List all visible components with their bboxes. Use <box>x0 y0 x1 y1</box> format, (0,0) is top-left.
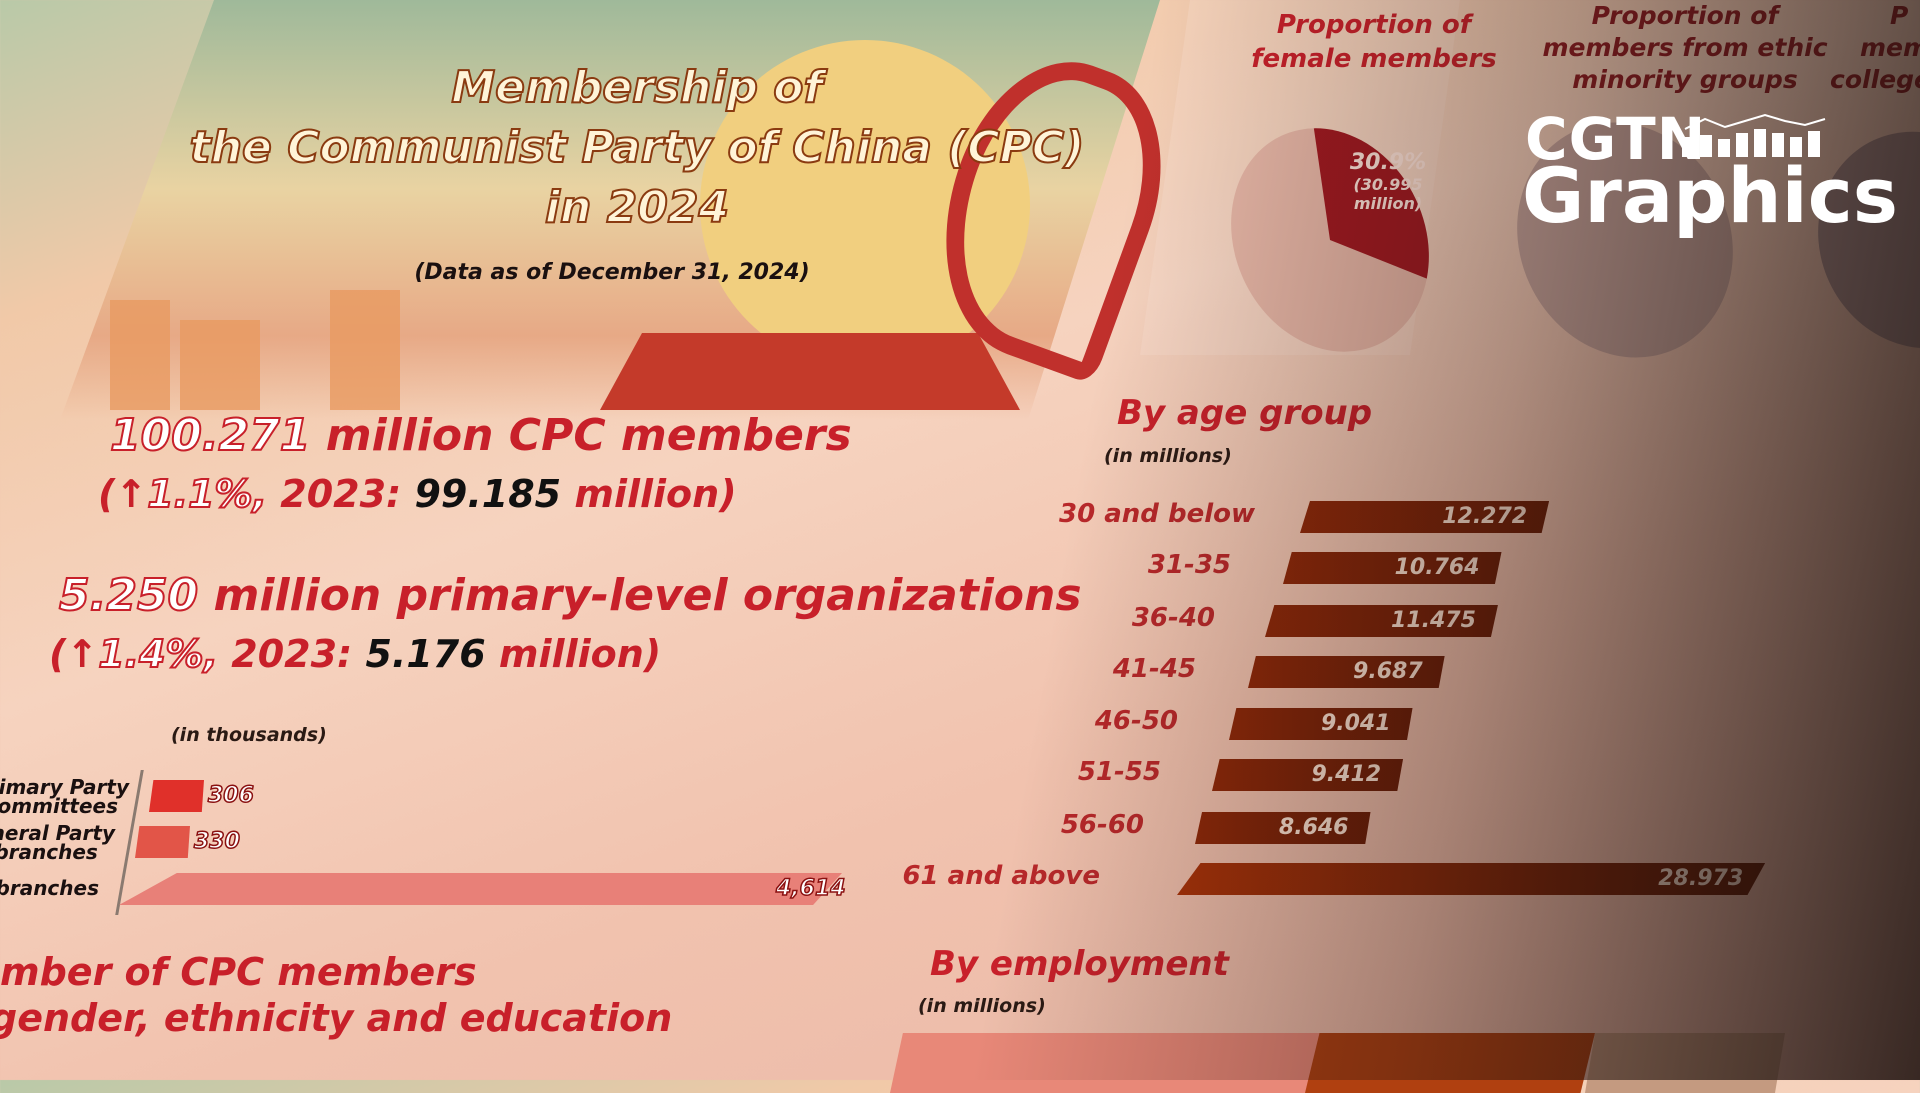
age-bar: 9.687 <box>1248 656 1445 688</box>
org-category-line: y branches <box>0 876 99 900</box>
section-gender-line-1: mber of CPC members <box>0 950 477 994</box>
members-text: million CPC members <box>325 410 852 461</box>
building <box>110 300 170 410</box>
org-value-label: 4,614 <box>775 875 846 902</box>
members-headline: 100.271 million CPC members <box>109 409 852 462</box>
age-category-label: 56-60 <box>1060 810 1144 840</box>
orgs-headline: 5.250 million primary-level organization… <box>58 569 1082 622</box>
ethnic-title-3: minority groups <box>1572 65 1798 94</box>
org-value-label: 306 <box>207 782 254 809</box>
age-bar: 10.764 <box>1283 552 1502 584</box>
age-value-label: 11.475 <box>1391 608 1476 633</box>
female-title-2: female members <box>1251 44 1497 74</box>
age-bar: 9.041 <box>1229 708 1413 740</box>
age-bar: 12.272 <box>1300 501 1550 533</box>
age-unit: (in millions) <box>1104 445 1232 467</box>
female-label: 30.9% (30.995 million) <box>1350 150 1426 213</box>
college-title-1: P <box>1890 1 1909 30</box>
logo-graphics: Graphics <box>1522 151 1898 240</box>
employment-bar-2 <box>1305 1033 1595 1093</box>
age-bar: 9.412 <box>1212 759 1404 791</box>
age-category-label: 41-45 <box>1112 654 1196 684</box>
org-bar <box>119 873 842 905</box>
members-value: 100.271 <box>109 409 311 462</box>
org-category-line: branches <box>0 840 98 864</box>
title-line-2: the Communist Party of China (CPC) <box>189 121 1086 174</box>
members-unit: million) <box>574 472 737 516</box>
title-line-3: in 2024 <box>544 181 730 234</box>
age-category-label: 61 and above <box>902 861 1100 891</box>
members-change-pct: 1.1%, <box>146 471 268 517</box>
employment-bar-3 <box>1585 1033 1785 1093</box>
age-value-label: 12.272 <box>1442 504 1528 529</box>
orgs-change-pct: 1.4%, <box>97 631 219 677</box>
members-change: (↑1.1%, 2023: 99.185 million) <box>98 471 737 517</box>
employment-bar-1 <box>890 1033 1320 1093</box>
building <box>180 320 260 410</box>
orgs-value: 5.250 <box>58 569 199 622</box>
arrow-up-icon: ↑ <box>66 632 99 676</box>
org-bar <box>149 780 204 812</box>
age-value-label: 28.973 <box>1658 866 1744 891</box>
orgs-text: million primary-level organizations <box>213 570 1082 621</box>
orgs-change: (↑1.4%, 2023: 5.176 million) <box>49 631 662 677</box>
age-value-label: 8.646 <box>1278 815 1349 840</box>
female-sub-1: (30.995 <box>1353 175 1423 194</box>
age-bar: 8.646 <box>1195 812 1371 844</box>
college-title-2: memb <box>1860 33 1920 62</box>
org-category-label: Primary Partycommittees <box>0 777 129 818</box>
female-title-1: Proportion of <box>1276 10 1472 40</box>
paren: ( <box>98 472 116 516</box>
members-year-label: 2023: <box>280 472 402 516</box>
age-category-label: 30 and below <box>1059 499 1255 529</box>
orgs-year-label: 2023: <box>231 632 353 676</box>
female-title: Proportion of female members <box>1251 8 1497 76</box>
members-prev: 99.185 <box>414 472 562 516</box>
title-line-1: Membership of <box>450 61 823 114</box>
orgs-prev: 5.176 <box>365 632 486 676</box>
org-bar <box>135 826 190 858</box>
age-category-label: 46-50 <box>1094 706 1178 736</box>
org-category-label: y branches <box>0 876 99 900</box>
ethnic-title-2: members from ethic <box>1542 33 1828 62</box>
age-category-label: 31-35 <box>1147 550 1231 580</box>
section-gender-line-2: gender, ethnicity and education <box>0 996 673 1040</box>
subtitle: (Data as of December 31, 2024) <box>414 260 810 285</box>
age-value-label: 9.687 <box>1353 659 1423 684</box>
age-title: By age group <box>1117 393 1373 433</box>
org-chart-unit: (in thousands) <box>171 724 327 746</box>
arrow-up-icon: ↑ <box>115 472 148 516</box>
ethnic-title: Proportion of members from ethic minority … <box>1542 0 1827 96</box>
org-value-label: 330 <box>193 828 240 855</box>
age-value-label: 10.764 <box>1394 555 1480 580</box>
org-category-line: committees <box>0 794 118 818</box>
ethnic-title-1: Proportion of <box>1591 1 1779 30</box>
female-sub-2: million) <box>1353 194 1423 213</box>
age-category-label: 51-55 <box>1077 757 1161 787</box>
age-bar: 28.973 <box>1177 863 1766 895</box>
employment-unit: (in millions) <box>918 995 1046 1017</box>
paren: ( <box>49 632 67 676</box>
female-pct: 30.9% <box>1349 150 1427 175</box>
college-title-3: college d <box>1830 65 1920 94</box>
employment-title: By employment <box>930 944 1229 984</box>
age-value-label: 9.412 <box>1311 762 1382 787</box>
age-category-label: 36-40 <box>1131 603 1215 633</box>
building <box>330 290 400 410</box>
age-bar: 11.475 <box>1265 605 1498 637</box>
college-title: Pmemb college d <box>1830 0 1920 96</box>
orgs-unit: million) <box>498 632 662 676</box>
female-pie <box>1231 128 1429 352</box>
age-value-label: 9.041 <box>1320 711 1391 736</box>
